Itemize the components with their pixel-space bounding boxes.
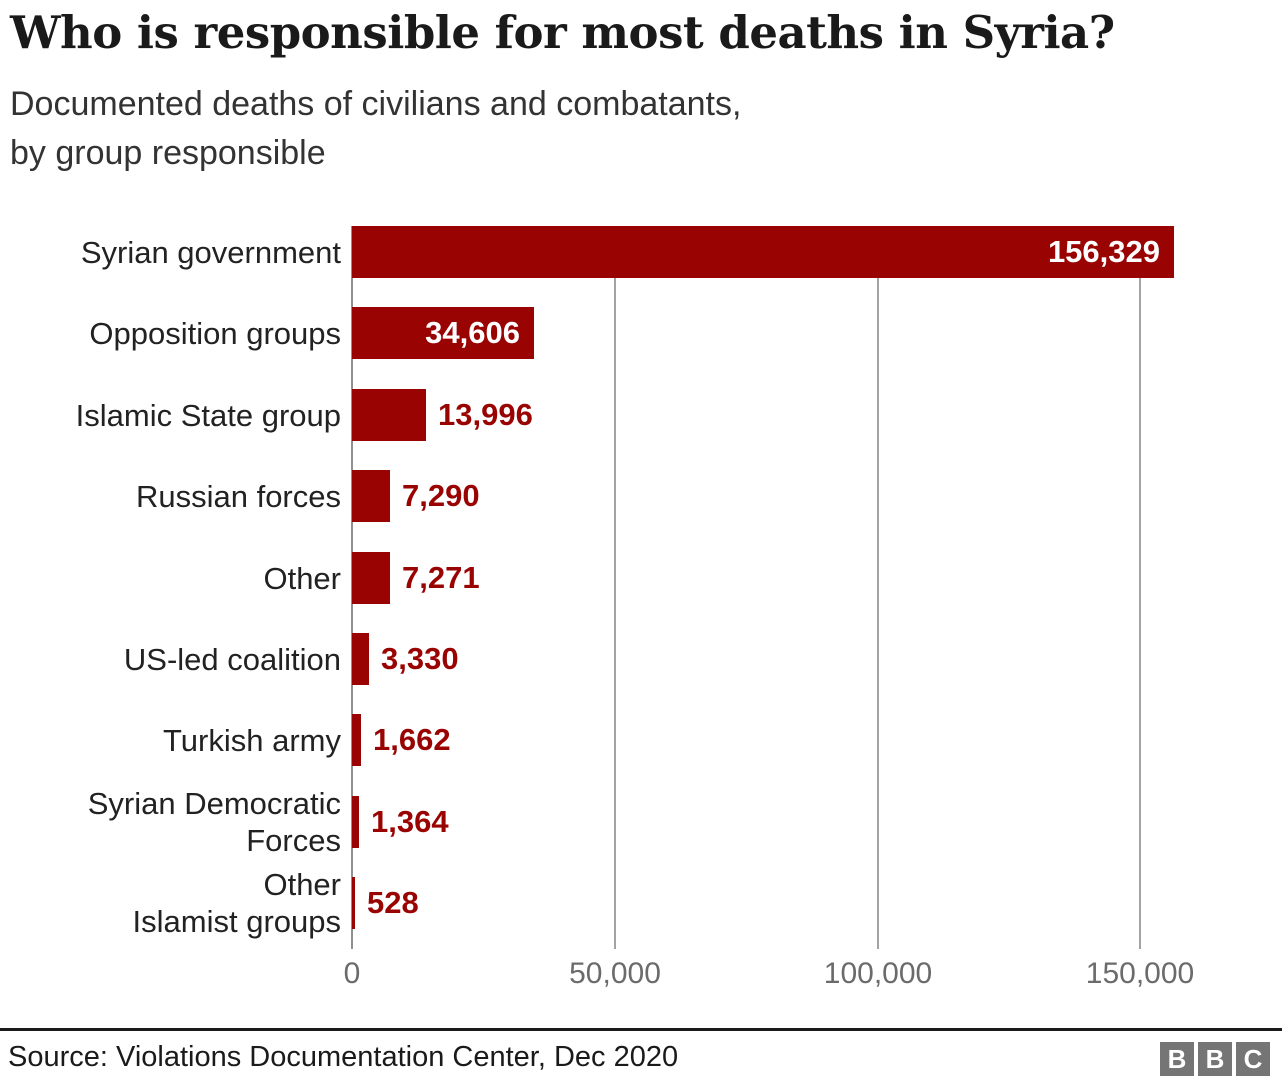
category-label: Islamic State group: [75, 397, 341, 433]
bar: [352, 226, 1174, 278]
bar: [352, 552, 390, 604]
x-tick-label: 50,000: [569, 957, 661, 990]
bar: [352, 796, 359, 848]
bar: [352, 633, 369, 685]
category-label: Syrian Democratic Forces: [87, 786, 341, 858]
value-label: 1,364: [371, 804, 449, 839]
category-label: Syrian government: [80, 234, 341, 270]
value-label: 7,271: [402, 560, 480, 595]
footer-divider: [0, 1028, 1282, 1031]
page-title: Who is responsible for most deaths in Sy…: [10, 6, 1115, 59]
value-label: 1,662: [373, 722, 451, 757]
bbc-logo-block: B: [1198, 1042, 1232, 1076]
value-label: 7,290: [402, 478, 480, 513]
chart-subtitle: Documented deaths of civilians and comba…: [10, 85, 742, 172]
value-label: 13,996: [438, 397, 533, 432]
category-label: Other: [263, 560, 341, 596]
bar: [352, 877, 355, 929]
x-axis: 0 50,000 100,000 150,000: [0, 949, 1282, 1005]
x-tick-label: 0: [343, 957, 361, 990]
gridline: [877, 226, 879, 949]
value-label: 156,329: [1047, 234, 1160, 269]
value-label: 3,330: [381, 641, 459, 676]
plot-area: Syrian government 156,329 Opposition group…: [0, 226, 1282, 949]
bar-chart: Syrian government 156,329 Opposition group…: [0, 226, 1282, 1006]
bar: [352, 470, 390, 522]
bar: [352, 389, 426, 441]
source-text: Source: Violations Documentation Center,…: [8, 1041, 679, 1073]
value-label: 528: [367, 885, 419, 920]
bar: [352, 714, 361, 766]
value-label: 34,606: [425, 315, 520, 350]
category-label: Turkish army: [163, 722, 341, 758]
x-tick-label: 100,000: [823, 957, 933, 990]
bar: [352, 307, 534, 359]
category-label: Other Islamist groups: [132, 867, 341, 939]
category-label: Opposition groups: [89, 315, 341, 351]
gridline: [614, 226, 616, 949]
category-label: Russian forces: [135, 478, 341, 514]
bbc-logo-block: C: [1236, 1042, 1270, 1076]
x-tick-label: 150,000: [1085, 957, 1195, 990]
category-label: US-led coalition: [123, 641, 341, 677]
gridline: [1139, 226, 1141, 949]
bbc-logo-block: B: [1160, 1042, 1194, 1076]
